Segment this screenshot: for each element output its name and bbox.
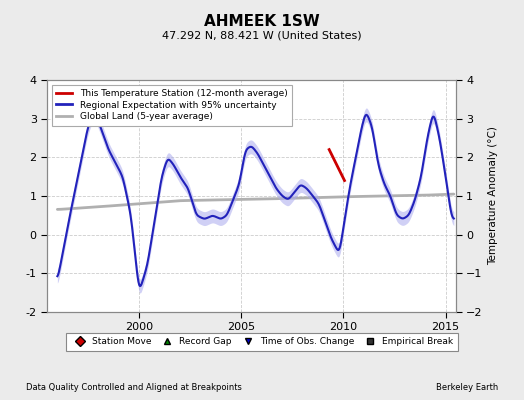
Legend: Station Move, Record Gap, Time of Obs. Change, Empirical Break: Station Move, Record Gap, Time of Obs. C… bbox=[67, 333, 457, 351]
Text: AHMEEK 1SW: AHMEEK 1SW bbox=[204, 14, 320, 29]
Legend: This Temperature Station (12-month average), Regional Expectation with 95% uncer: This Temperature Station (12-month avera… bbox=[52, 84, 292, 126]
Y-axis label: Temperature Anomaly (°C): Temperature Anomaly (°C) bbox=[488, 126, 498, 266]
Text: Data Quality Controlled and Aligned at Breakpoints: Data Quality Controlled and Aligned at B… bbox=[26, 383, 242, 392]
Text: Berkeley Earth: Berkeley Earth bbox=[435, 383, 498, 392]
Text: 47.292 N, 88.421 W (United States): 47.292 N, 88.421 W (United States) bbox=[162, 30, 362, 40]
